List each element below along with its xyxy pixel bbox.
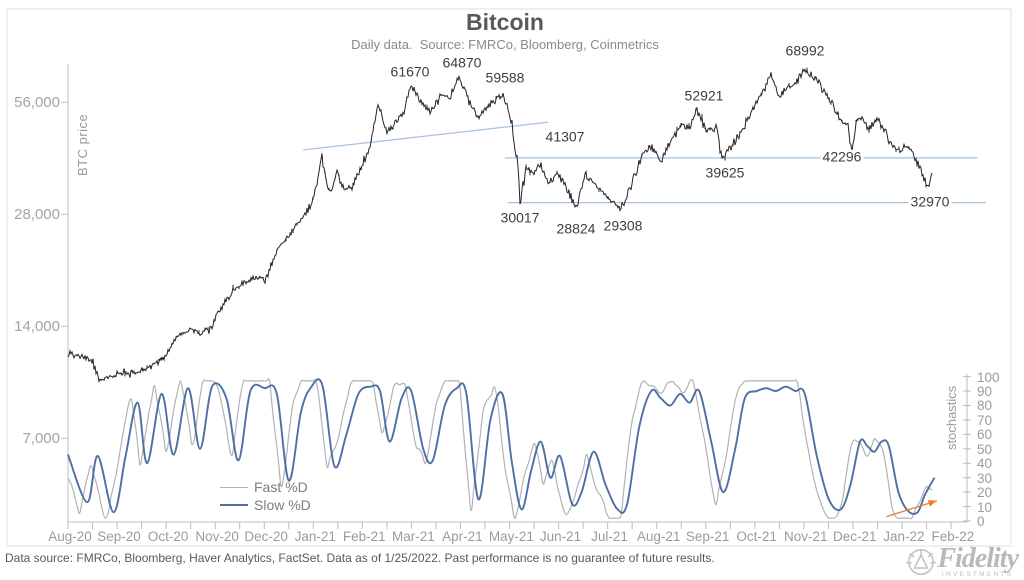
price-annotation: 30017 bbox=[498, 209, 542, 226]
stoch-tick-label: 50 bbox=[977, 441, 993, 457]
month-tick-label: Sep-20 bbox=[97, 529, 141, 544]
month-tick-label: Aug-20 bbox=[48, 529, 92, 544]
month-tick-label: Dec-20 bbox=[244, 529, 288, 544]
stoch-tick-label: 100 bbox=[977, 369, 1000, 385]
legend-label: Fast %D bbox=[254, 479, 308, 495]
month-tick-label: Apr-21 bbox=[442, 529, 483, 544]
price-tick-label: 28,000 bbox=[14, 206, 60, 224]
stoch-tick-label: 60 bbox=[977, 427, 993, 443]
chart-title: Bitcoin bbox=[466, 9, 544, 35]
stoch-tick-label: 70 bbox=[977, 412, 993, 428]
month-tick-label: Jun-21 bbox=[539, 529, 582, 544]
month-tick-label: Oct-21 bbox=[736, 529, 777, 544]
fast-d-line-sample bbox=[220, 486, 248, 488]
stoch-tick-label: 20 bbox=[977, 485, 993, 501]
price-tick-label: 7,000 bbox=[22, 430, 60, 448]
fidelity-logo: Fidelity INVESTMENTS bbox=[905, 543, 1019, 578]
legend: Fast %D Slow %D bbox=[220, 478, 311, 514]
price-annotation: 28824 bbox=[554, 220, 598, 237]
legend-item-fast-d: Fast %D bbox=[220, 478, 311, 496]
price-annotation: 42296 bbox=[820, 148, 864, 165]
price-annotation: 29308 bbox=[601, 217, 645, 234]
month-tick-label: Aug-21 bbox=[636, 529, 681, 544]
month-tick-label: Feb-21 bbox=[342, 529, 386, 544]
legend-label: Slow %D bbox=[254, 497, 311, 513]
legend-item-slow-d: Slow %D bbox=[220, 496, 311, 514]
price-tick-label: 56,000 bbox=[14, 94, 60, 112]
stoch-tick-label: 0 bbox=[977, 514, 985, 529]
month-tick-label: Nov-21 bbox=[783, 529, 828, 544]
month-tick-label: Sep-21 bbox=[685, 529, 730, 544]
price-tick-label: 14,000 bbox=[14, 318, 60, 336]
month-tick-label: Dec-21 bbox=[833, 529, 877, 544]
fidelity-logo-text: Fidelity bbox=[937, 543, 1019, 574]
month-tick-label: Oct-20 bbox=[147, 529, 189, 544]
fidelity-pyramid-icon bbox=[906, 548, 937, 575]
month-tick-label: Jan-22 bbox=[883, 529, 925, 544]
price-annotation: 68992 bbox=[783, 42, 827, 59]
stoch-tick-label: 90 bbox=[977, 384, 993, 400]
stoch-axis-title: stochastics bbox=[944, 385, 959, 450]
month-tick-label: May-21 bbox=[488, 529, 534, 544]
price-annotation: 52921 bbox=[682, 87, 726, 104]
fidelity-logo-subtext: INVESTMENTS bbox=[941, 571, 1014, 578]
month-tick-label: Nov-20 bbox=[195, 529, 239, 544]
chart-subtitle: Daily data. Source: FMRCo, Bloomberg, Co… bbox=[351, 37, 659, 52]
stoch-tick-label: 10 bbox=[977, 499, 993, 515]
footer-disclaimer: Data source: FMRCo, Bloomberg, Haver Ana… bbox=[5, 551, 715, 565]
slow-d-line-sample bbox=[220, 504, 248, 506]
price-annotation: 32970 bbox=[908, 193, 952, 210]
month-tick-label: Jul-21 bbox=[591, 529, 628, 544]
price-annotation: 39625 bbox=[703, 164, 747, 181]
stoch-tick-label: 30 bbox=[977, 470, 993, 486]
price-axis-title: BTC price bbox=[75, 113, 90, 177]
stoch-tick-label: 40 bbox=[977, 456, 993, 472]
price-annotation: 64870 bbox=[440, 54, 484, 71]
month-tick-label: Mar-21 bbox=[391, 529, 435, 544]
stoch-tick-label: 80 bbox=[977, 398, 993, 414]
price-annotation: 61670 bbox=[388, 63, 432, 80]
price-annotation: 41307 bbox=[543, 128, 587, 145]
chart-frame bbox=[6, 8, 1012, 547]
month-tick-label: Feb-22 bbox=[931, 529, 975, 544]
price-annotation: 59588 bbox=[483, 69, 527, 86]
month-tick-label: Jan-21 bbox=[294, 529, 336, 544]
